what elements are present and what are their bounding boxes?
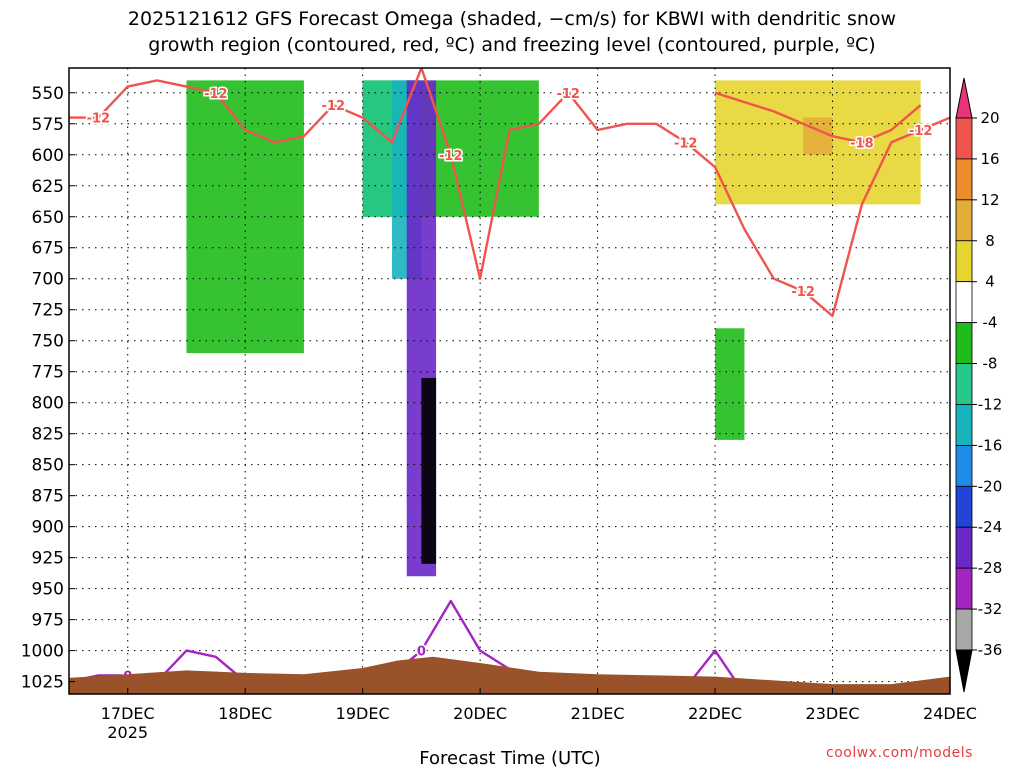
y-tick-label-8: 750 [32,332,64,352]
contour-label-0-6: -12 [791,285,815,300]
colorbar-label-5: -4 [983,314,998,332]
y-tick-label-19: 1025 [21,673,64,693]
colorbar-label-13: -36 [978,641,1003,659]
colorbar-label-7: -12 [978,395,1003,413]
y-tick-label-15: 925 [32,549,64,569]
colorbar-label-9: -20 [978,477,1003,495]
colorbar-swatch-10 [955,526,973,569]
colorbar-label-2: 12 [980,191,999,209]
contour-label-0-0: -12 [87,112,111,127]
colorbar-swatch-6 [955,363,973,405]
x-tick-label-1: 18DEC [218,704,272,723]
x-axis-label: Forecast Time (UTC) [419,748,600,768]
contour-line-1 [714,91,922,144]
contour-label-0-1: -12 [204,87,228,102]
y-tick-label-10: 800 [32,394,64,414]
y-tick-label-3: 625 [32,177,64,197]
colorbar-label-12: -32 [978,600,1003,618]
x-tick-label-0: 17DEC 2025 [101,704,155,742]
y-tick-label-9: 775 [32,363,64,383]
x-tick-label-2: 19DEC [336,704,390,723]
colorbar-label-3: 8 [985,232,995,250]
colorbar-swatch-3 [955,240,973,283]
x-axis: 17DEC 2025 18DEC 19DEC 20DEC 21DEC 22DEC 23DEC 2… [101,688,977,742]
x-tick-label-4: 21DEC [571,704,625,723]
colorbar-label-0: 20 [980,109,999,127]
contour-label-1-0: -18 [850,136,874,151]
contour-label-0-2: -12 [322,99,346,114]
y-axis: 550 575 600 625 650 675 700 725 750 775 800 825 850 8… [21,84,75,693]
colorbar-label-4: 4 [985,273,995,291]
y-tick-label-5: 675 [32,239,64,259]
colorbar-swatch-5 [955,322,973,364]
colorbar-label-6: -8 [983,355,998,373]
plot-frame [68,67,951,695]
grid-lines [69,68,951,694]
x-tick-label-7: 24DEC [923,704,977,723]
colorbar-top-arrow [955,77,973,119]
x-tick-label-3: 20DEC [453,704,507,723]
colorbar: 20 16 12 8 4 -4 -8 -12 -16 -20 -24 -28 -32 -36 [955,77,1003,693]
y-tick-label-13: 875 [32,487,64,507]
colorbar-swatch-1 [955,158,973,201]
y-tick-label-6: 700 [32,270,64,290]
y-tick-label-17: 975 [32,611,64,631]
omega-region-7 [803,117,833,155]
omega-region-8 [715,328,745,440]
y-tick-label-16: 950 [32,580,64,600]
colorbar-swatch-8 [955,444,973,487]
omega-shading [186,80,921,577]
terrain-area [69,656,950,694]
contour-label-0-4: -12 [556,87,580,102]
colorbar-swatch-9 [955,485,973,528]
contour-label-0-5: -12 [674,136,698,151]
contour-label-0-3: -12 [439,149,463,164]
contour-line-0 [69,68,950,318]
colorbar-bottom-arrow [955,649,973,693]
colorbar-swatch-7 [955,404,973,446]
terrain-fill [69,656,950,694]
omega-region-5 [421,377,437,564]
y-tick-label-1: 575 [32,115,64,135]
colorbar-swatch-2 [955,199,973,242]
colorbar-swatch-11 [955,567,973,610]
y-tick-label-14: 900 [32,518,64,538]
y-tick-label-2: 600 [32,146,64,166]
y-tick-label-4: 650 [32,208,64,228]
colorbar-label-11: -28 [978,559,1003,577]
colorbar-label-8: -16 [978,436,1003,454]
x-tick-label-5: 22DEC [688,704,742,723]
contour-label-0-7: -12 [909,124,933,139]
chart-title: 2025121612 GFS Forecast Omega (shaded, −… [127,8,897,56]
y-tick-label-0: 550 [32,84,64,104]
colorbar-swatch-4 [955,281,973,324]
contour-label-2-2: 0 [417,645,426,660]
colorbar-label-1: 16 [980,150,999,168]
y-tick-label-7: 725 [32,301,64,321]
colorbar-swatch-0 [955,117,973,160]
y-tick-label-12: 850 [32,456,64,476]
x-tick-label-6: 23DEC [806,704,860,723]
colorbar-label-10: -24 [978,518,1003,536]
credit-text: coolwx.com/models [826,745,973,761]
y-tick-label-11: 825 [32,425,64,445]
y-tick-label-18: 1000 [21,642,64,662]
colorbar-swatch-12 [955,608,973,651]
